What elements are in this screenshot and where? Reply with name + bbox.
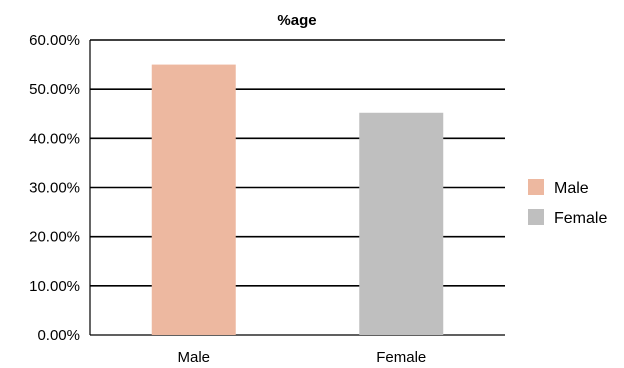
y-tick-label: 30.00% — [29, 180, 80, 197]
chart-title: %age — [277, 12, 316, 29]
x-axis-tick-labels: Male Female — [177, 349, 426, 366]
y-tick-label: 60.00% — [29, 32, 80, 49]
legend-swatch — [528, 209, 544, 225]
legend-swatch — [528, 179, 544, 195]
y-tick-label: 50.00% — [29, 81, 80, 98]
legend-label: Female — [554, 210, 607, 227]
bar-female — [359, 112, 444, 336]
legend: Male Female — [528, 179, 607, 227]
bars — [151, 64, 444, 336]
bar-male — [151, 64, 236, 335]
y-axis-tick-labels: 0.00% 10.00% 20.00% 30.00% 40.00% 50.00% 60.00… — [29, 32, 80, 344]
y-tick-label: 20.00% — [29, 229, 80, 246]
y-tick-label: 0.00% — [37, 327, 80, 344]
y-tick-label: 10.00% — [29, 278, 80, 295]
x-tick-label: Female — [376, 349, 426, 366]
legend-label: Male — [554, 180, 589, 197]
x-tick-label: Male — [177, 349, 210, 366]
y-tick-label: 40.00% — [29, 130, 80, 147]
